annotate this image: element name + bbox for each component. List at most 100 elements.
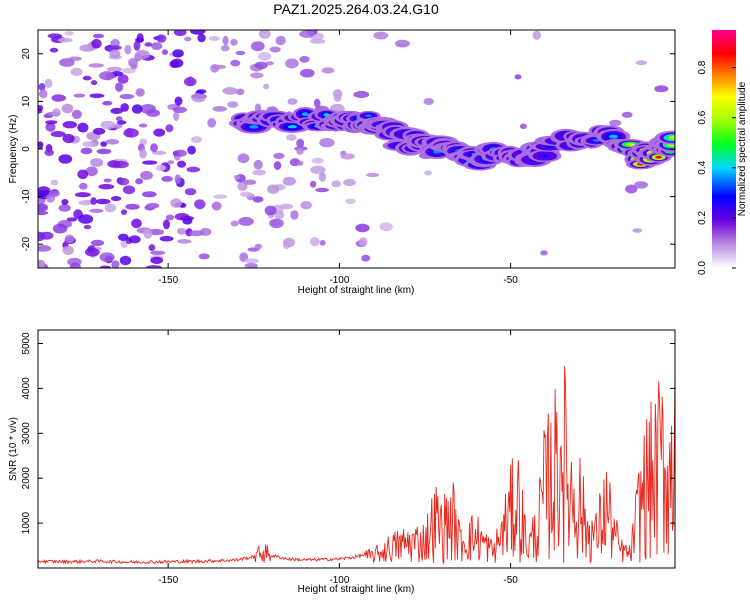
noise-blob xyxy=(273,161,282,170)
noise-blob xyxy=(58,204,71,212)
noise-blob xyxy=(358,237,368,247)
noise-blob xyxy=(184,36,192,42)
signal-blob xyxy=(655,155,663,159)
noise-blob xyxy=(151,42,163,50)
noise-blob xyxy=(184,188,197,196)
noise-blob xyxy=(186,76,194,86)
snr-x-axis-label: Height of straight line (km) xyxy=(298,584,415,595)
noise-blob xyxy=(148,244,156,252)
noise-blob xyxy=(353,90,370,99)
noise-blob xyxy=(165,214,175,221)
noise-blob xyxy=(252,196,264,203)
noise-blob xyxy=(52,108,61,117)
noise-blob xyxy=(300,201,312,210)
noise-blob xyxy=(155,164,167,172)
snr-series-line xyxy=(38,366,675,565)
noise-blob xyxy=(135,37,145,43)
x-tick-label: -50 xyxy=(503,275,518,286)
noise-blob xyxy=(240,191,253,198)
noise-blob xyxy=(92,33,105,39)
noise-blob xyxy=(50,131,66,138)
colorbar-tick-label: 0.2 xyxy=(697,211,708,225)
noise-blob xyxy=(141,191,157,198)
noise-blob xyxy=(91,38,102,49)
noise-blob xyxy=(197,33,206,43)
noise-blob xyxy=(286,134,297,141)
noise-blob xyxy=(191,93,206,103)
signal-blob xyxy=(626,143,635,146)
noise-blob xyxy=(66,217,78,222)
noise-blob xyxy=(331,180,342,188)
noise-blob xyxy=(120,103,129,112)
colorbar-tick-label: 0.0 xyxy=(697,261,708,275)
noise-blob xyxy=(89,93,105,99)
noise-blob xyxy=(233,174,241,180)
noise-blob xyxy=(172,106,187,114)
noise-blob xyxy=(263,83,270,90)
noise-blob xyxy=(373,31,389,40)
signal-blob xyxy=(301,112,309,116)
noise-blob xyxy=(142,160,158,165)
noise-blob xyxy=(107,160,121,168)
noise-blob xyxy=(244,258,259,264)
noise-blob xyxy=(635,60,647,66)
noise-blob xyxy=(125,203,140,210)
noise-blob xyxy=(49,47,59,53)
noise-blob xyxy=(394,39,410,48)
noise-blob xyxy=(90,80,98,86)
noise-blob xyxy=(296,138,305,148)
noise-blob xyxy=(237,181,248,191)
noise-blob xyxy=(100,141,108,147)
noise-blob xyxy=(103,178,112,183)
noise-blob xyxy=(318,172,326,182)
noise-blob xyxy=(48,190,60,197)
noise-blob xyxy=(59,58,75,67)
noise-blob xyxy=(238,216,254,226)
noise-blob xyxy=(250,41,265,52)
noise-blob xyxy=(174,213,190,221)
noise-blob xyxy=(163,219,170,230)
colorbar-tick-label: 0.8 xyxy=(697,60,708,74)
noise-blob xyxy=(621,111,633,118)
noise-blob xyxy=(150,256,164,264)
noise-blob xyxy=(176,227,187,235)
noise-blob xyxy=(186,166,201,173)
noise-blob xyxy=(131,218,142,229)
noise-blob xyxy=(177,239,192,244)
noise-blob xyxy=(135,178,144,185)
noise-blob xyxy=(169,60,180,68)
noise-blob xyxy=(138,123,148,128)
noise-blob xyxy=(634,181,648,189)
noise-blob xyxy=(128,235,141,244)
noise-blob xyxy=(273,152,285,159)
noise-blob xyxy=(143,229,153,239)
spectrogram-noise xyxy=(38,30,675,268)
noise-blob xyxy=(57,37,73,43)
noise-blob xyxy=(282,237,296,248)
noise-blob xyxy=(102,100,113,106)
noise-blob xyxy=(161,49,169,55)
noise-blob xyxy=(79,182,88,190)
noise-blob xyxy=(159,235,174,242)
noise-blob xyxy=(122,185,136,195)
noise-blob xyxy=(50,179,59,186)
noise-blob xyxy=(96,148,112,155)
signal-blob xyxy=(608,134,618,139)
noise-blob xyxy=(208,36,220,41)
noise-blob xyxy=(313,98,321,108)
noise-blob xyxy=(58,154,73,164)
noise-blob xyxy=(211,201,222,211)
noise-blob xyxy=(177,160,186,168)
y-tick-label: -10 xyxy=(21,189,32,204)
noise-blob xyxy=(89,208,104,213)
noise-blob xyxy=(122,67,136,74)
chart-title: PAZ1.2025.264.03.24.G10 xyxy=(273,1,439,17)
signal-blob xyxy=(668,135,675,140)
noise-blob xyxy=(174,174,182,184)
noise-blob xyxy=(379,222,393,232)
noise-blob xyxy=(230,38,238,46)
y-tick-label: 10 xyxy=(21,95,32,107)
noise-blob xyxy=(135,49,150,60)
noise-blob xyxy=(237,153,250,164)
noise-blob xyxy=(73,93,86,98)
